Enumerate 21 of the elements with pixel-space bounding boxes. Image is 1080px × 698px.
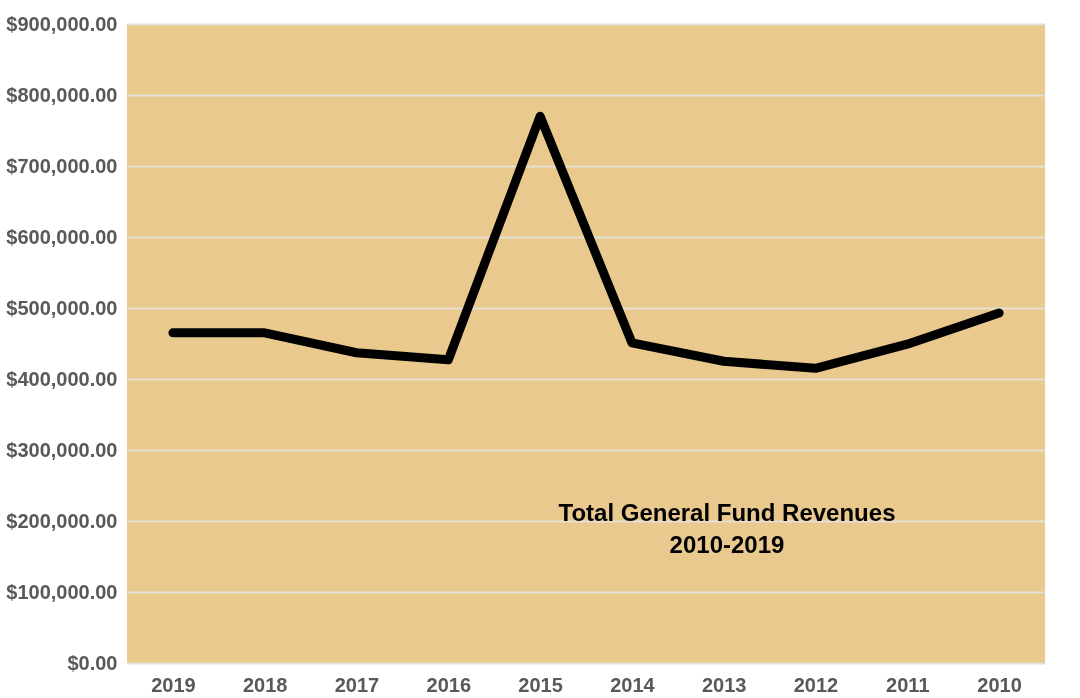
text: Total General Fund Revenues 2010-2019 [558,499,896,558]
y-tick-label: $900,000.00 [6,12,118,35]
y-tick-label: $500,000.00 [6,296,118,319]
y-tick-label: $400,000.00 [6,367,118,390]
x-tick-label: 2011 [886,673,930,696]
y-tick-label: $200,000.00 [6,509,118,532]
y-tick-label: $100,000.00 [6,580,118,603]
x-tick-label: 2012 [793,673,839,696]
y-tick-label: $300,000.00 [6,438,118,461]
x-tick-label: 2019 [151,673,196,696]
y-tick-label: $0.00 [67,651,118,674]
x-tick-label: 2015 [518,673,563,696]
y-tick-label: $700,000.00 [6,154,118,177]
x-tick-label: 2017 [334,673,380,696]
x-tick-label: 2013 [701,673,747,696]
x-tick-label: 2014 [610,673,656,696]
x-tick-label: 2016 [426,673,472,696]
y-tick-label: $800,000.00 [6,83,118,106]
x-tick-label: 2010 [977,673,1022,696]
x-tick-label: 2018 [242,673,288,696]
y-tick-label: $600,000.00 [6,225,118,248]
